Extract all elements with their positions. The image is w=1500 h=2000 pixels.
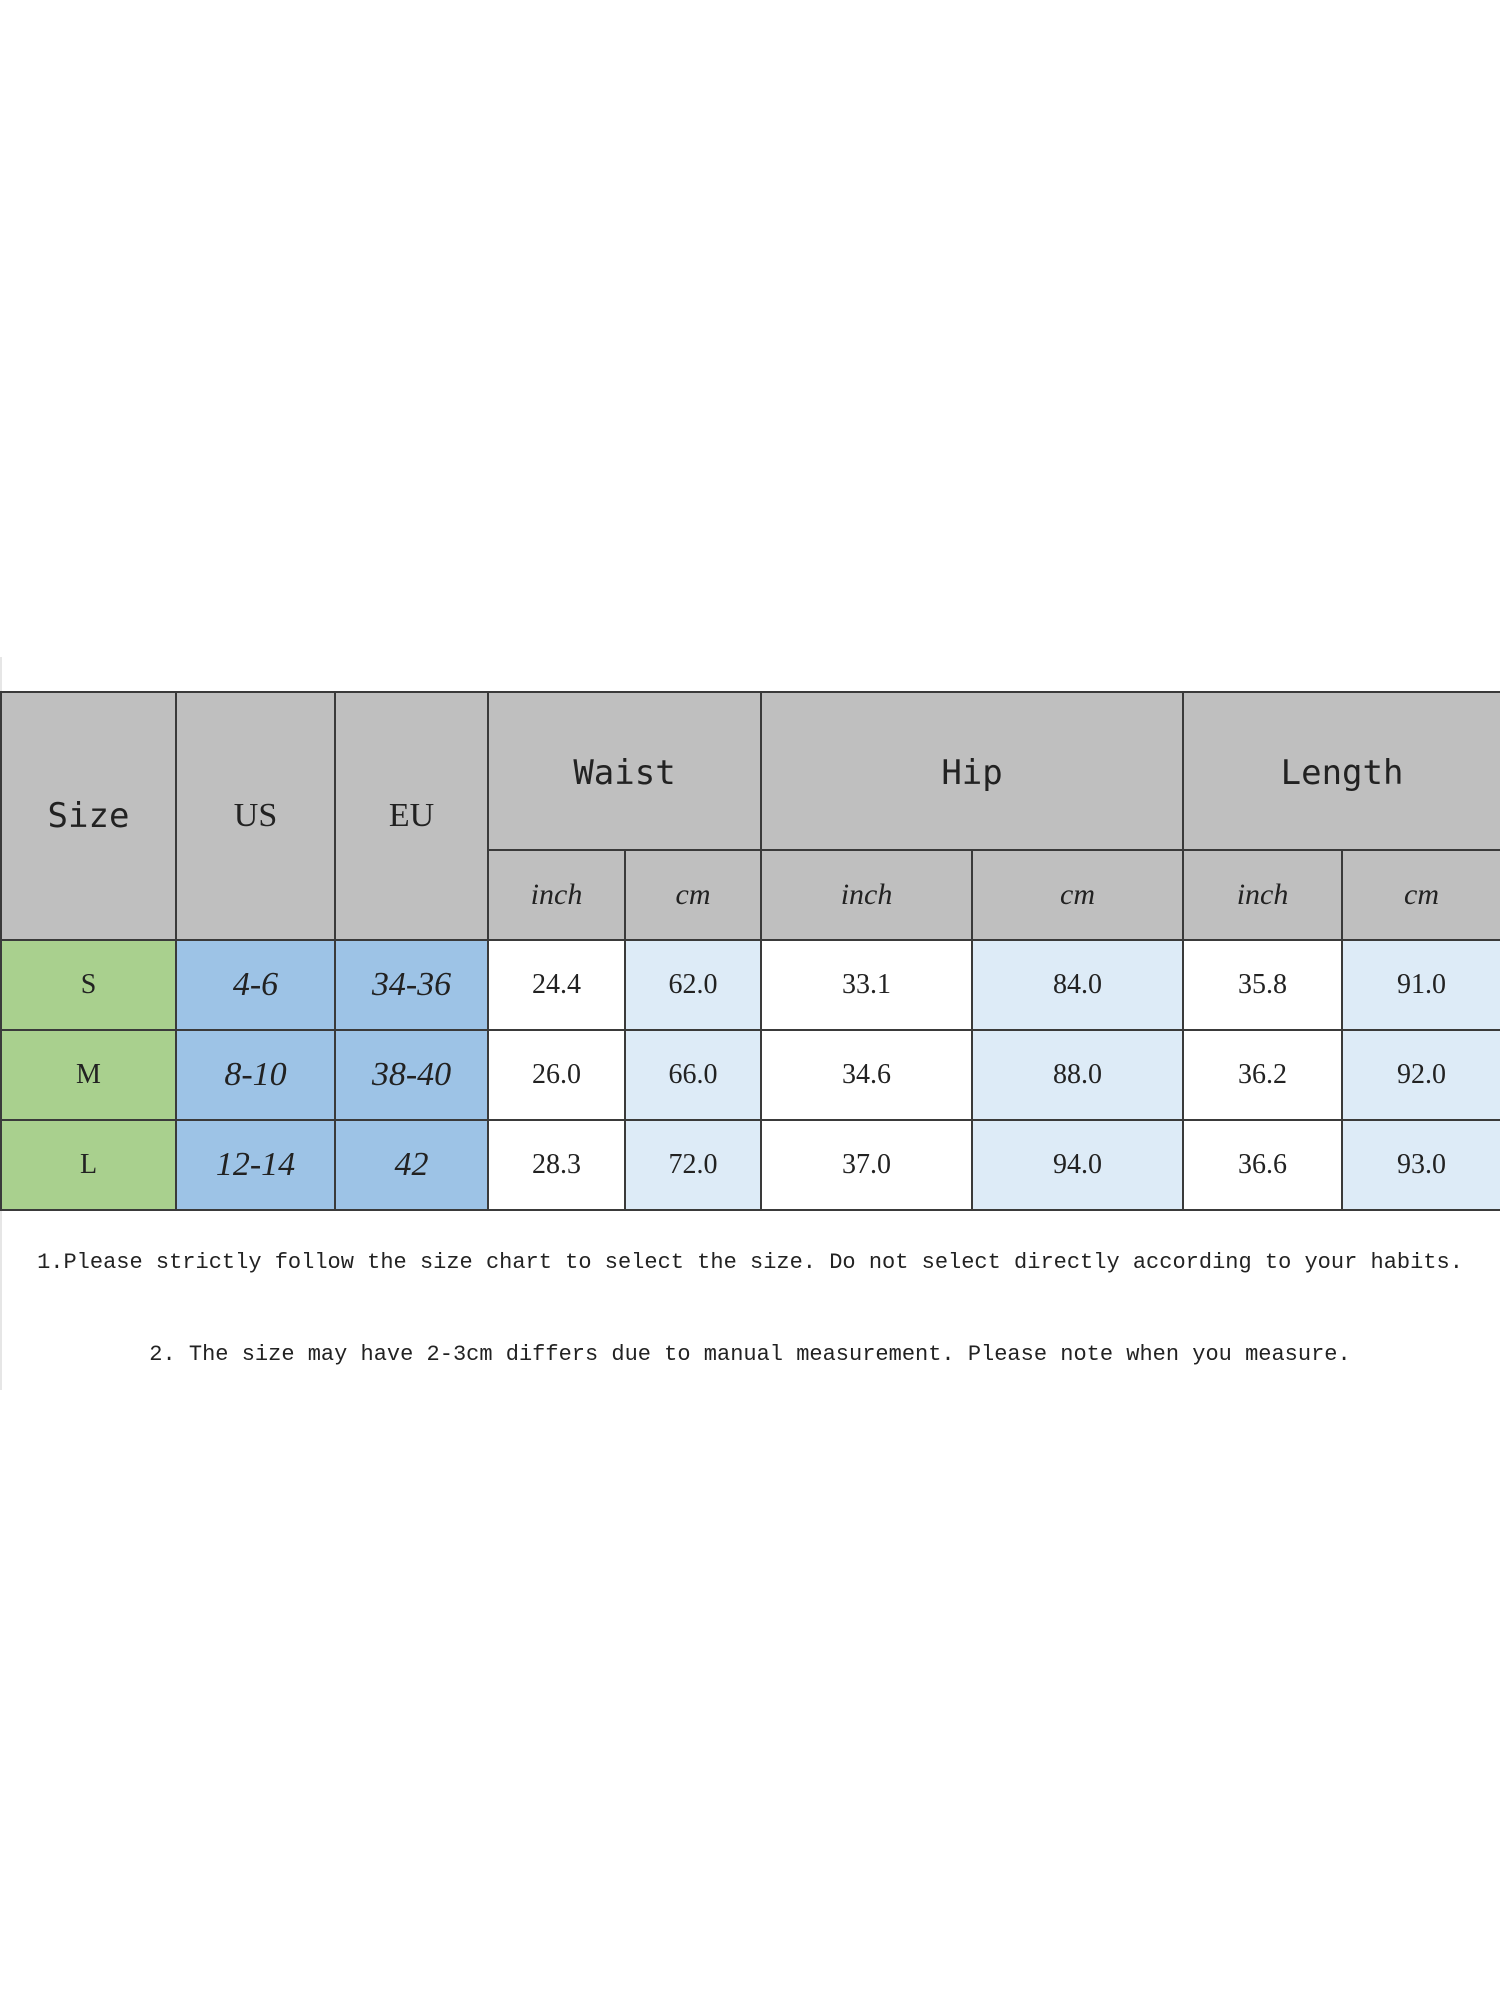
- unit-header: cm: [1341, 849, 1500, 941]
- length-cm-cell: 91.0: [1341, 939, 1500, 1031]
- unit-header: inch: [1182, 849, 1344, 941]
- hip-cm-cell: 94.0: [971, 1119, 1185, 1211]
- us-cell: 8-10: [175, 1029, 336, 1121]
- waist-inch-cell: 24.4: [487, 939, 626, 1031]
- header-us: US: [175, 691, 336, 941]
- header-hip: Hip: [760, 691, 1185, 851]
- header-length: Length: [1182, 691, 1500, 851]
- size-cell: S: [0, 939, 177, 1031]
- size-cell: M: [0, 1029, 177, 1121]
- unit-header: inch: [487, 849, 626, 941]
- table-row: M 8-10 38-40 26.0 66.0 34.6 88.0 36.2 92…: [0, 1029, 1500, 1121]
- table-row: L 12-14 42 28.3 72.0 37.0 94.0 36.6 93.0: [0, 1119, 1500, 1211]
- note-2: 2. The size may have 2-3cm differs due t…: [149, 1342, 1351, 1367]
- eu-cell: 42: [334, 1119, 489, 1211]
- unit-row: inch cm inch cm inch cm: [1, 849, 1500, 941]
- hip-cm-cell: 84.0: [971, 939, 1185, 1031]
- hip-inch-cell: 37.0: [760, 1119, 974, 1211]
- eu-cell: 38-40: [334, 1029, 489, 1121]
- waist-cm-cell: 66.0: [623, 1029, 763, 1121]
- header-size: Size: [0, 691, 177, 941]
- size-chart-table: Size US EU Waist Hip Length inch cm inch…: [0, 691, 1500, 1211]
- us-cell: 4-6: [175, 939, 336, 1031]
- us-cell: 12-14: [175, 1119, 336, 1211]
- table-row: S 4-6 34-36 24.4 62.0 33.1 84.0 35.8 91.…: [0, 939, 1500, 1031]
- hip-inch-cell: 33.1: [760, 939, 974, 1031]
- waist-inch-cell: 26.0: [487, 1029, 626, 1121]
- waist-cm-cell: 72.0: [623, 1119, 763, 1211]
- length-inch-cell: 36.6: [1182, 1119, 1344, 1211]
- waist-cm-cell: 62.0: [623, 939, 763, 1031]
- unit-header: cm: [971, 849, 1185, 941]
- length-inch-cell: 35.8: [1182, 939, 1344, 1031]
- length-cm-cell: 93.0: [1341, 1119, 1500, 1211]
- hip-cm-cell: 88.0: [971, 1029, 1185, 1121]
- length-cm-cell: 92.0: [1341, 1029, 1500, 1121]
- eu-cell: 34-36: [334, 939, 489, 1031]
- length-inch-cell: 36.2: [1182, 1029, 1344, 1121]
- waist-inch-cell: 28.3: [487, 1119, 626, 1211]
- header-row: Size US EU Waist Hip Length: [0, 691, 1500, 941]
- unit-header: inch: [760, 849, 974, 941]
- header-eu: EU: [334, 691, 489, 941]
- hip-inch-cell: 34.6: [760, 1029, 974, 1121]
- header-waist: Waist: [486, 691, 763, 851]
- unit-header: cm: [623, 849, 763, 941]
- size-cell: L: [0, 1119, 177, 1211]
- note-1: 1.Please strictly follow the size chart …: [37, 1250, 1463, 1275]
